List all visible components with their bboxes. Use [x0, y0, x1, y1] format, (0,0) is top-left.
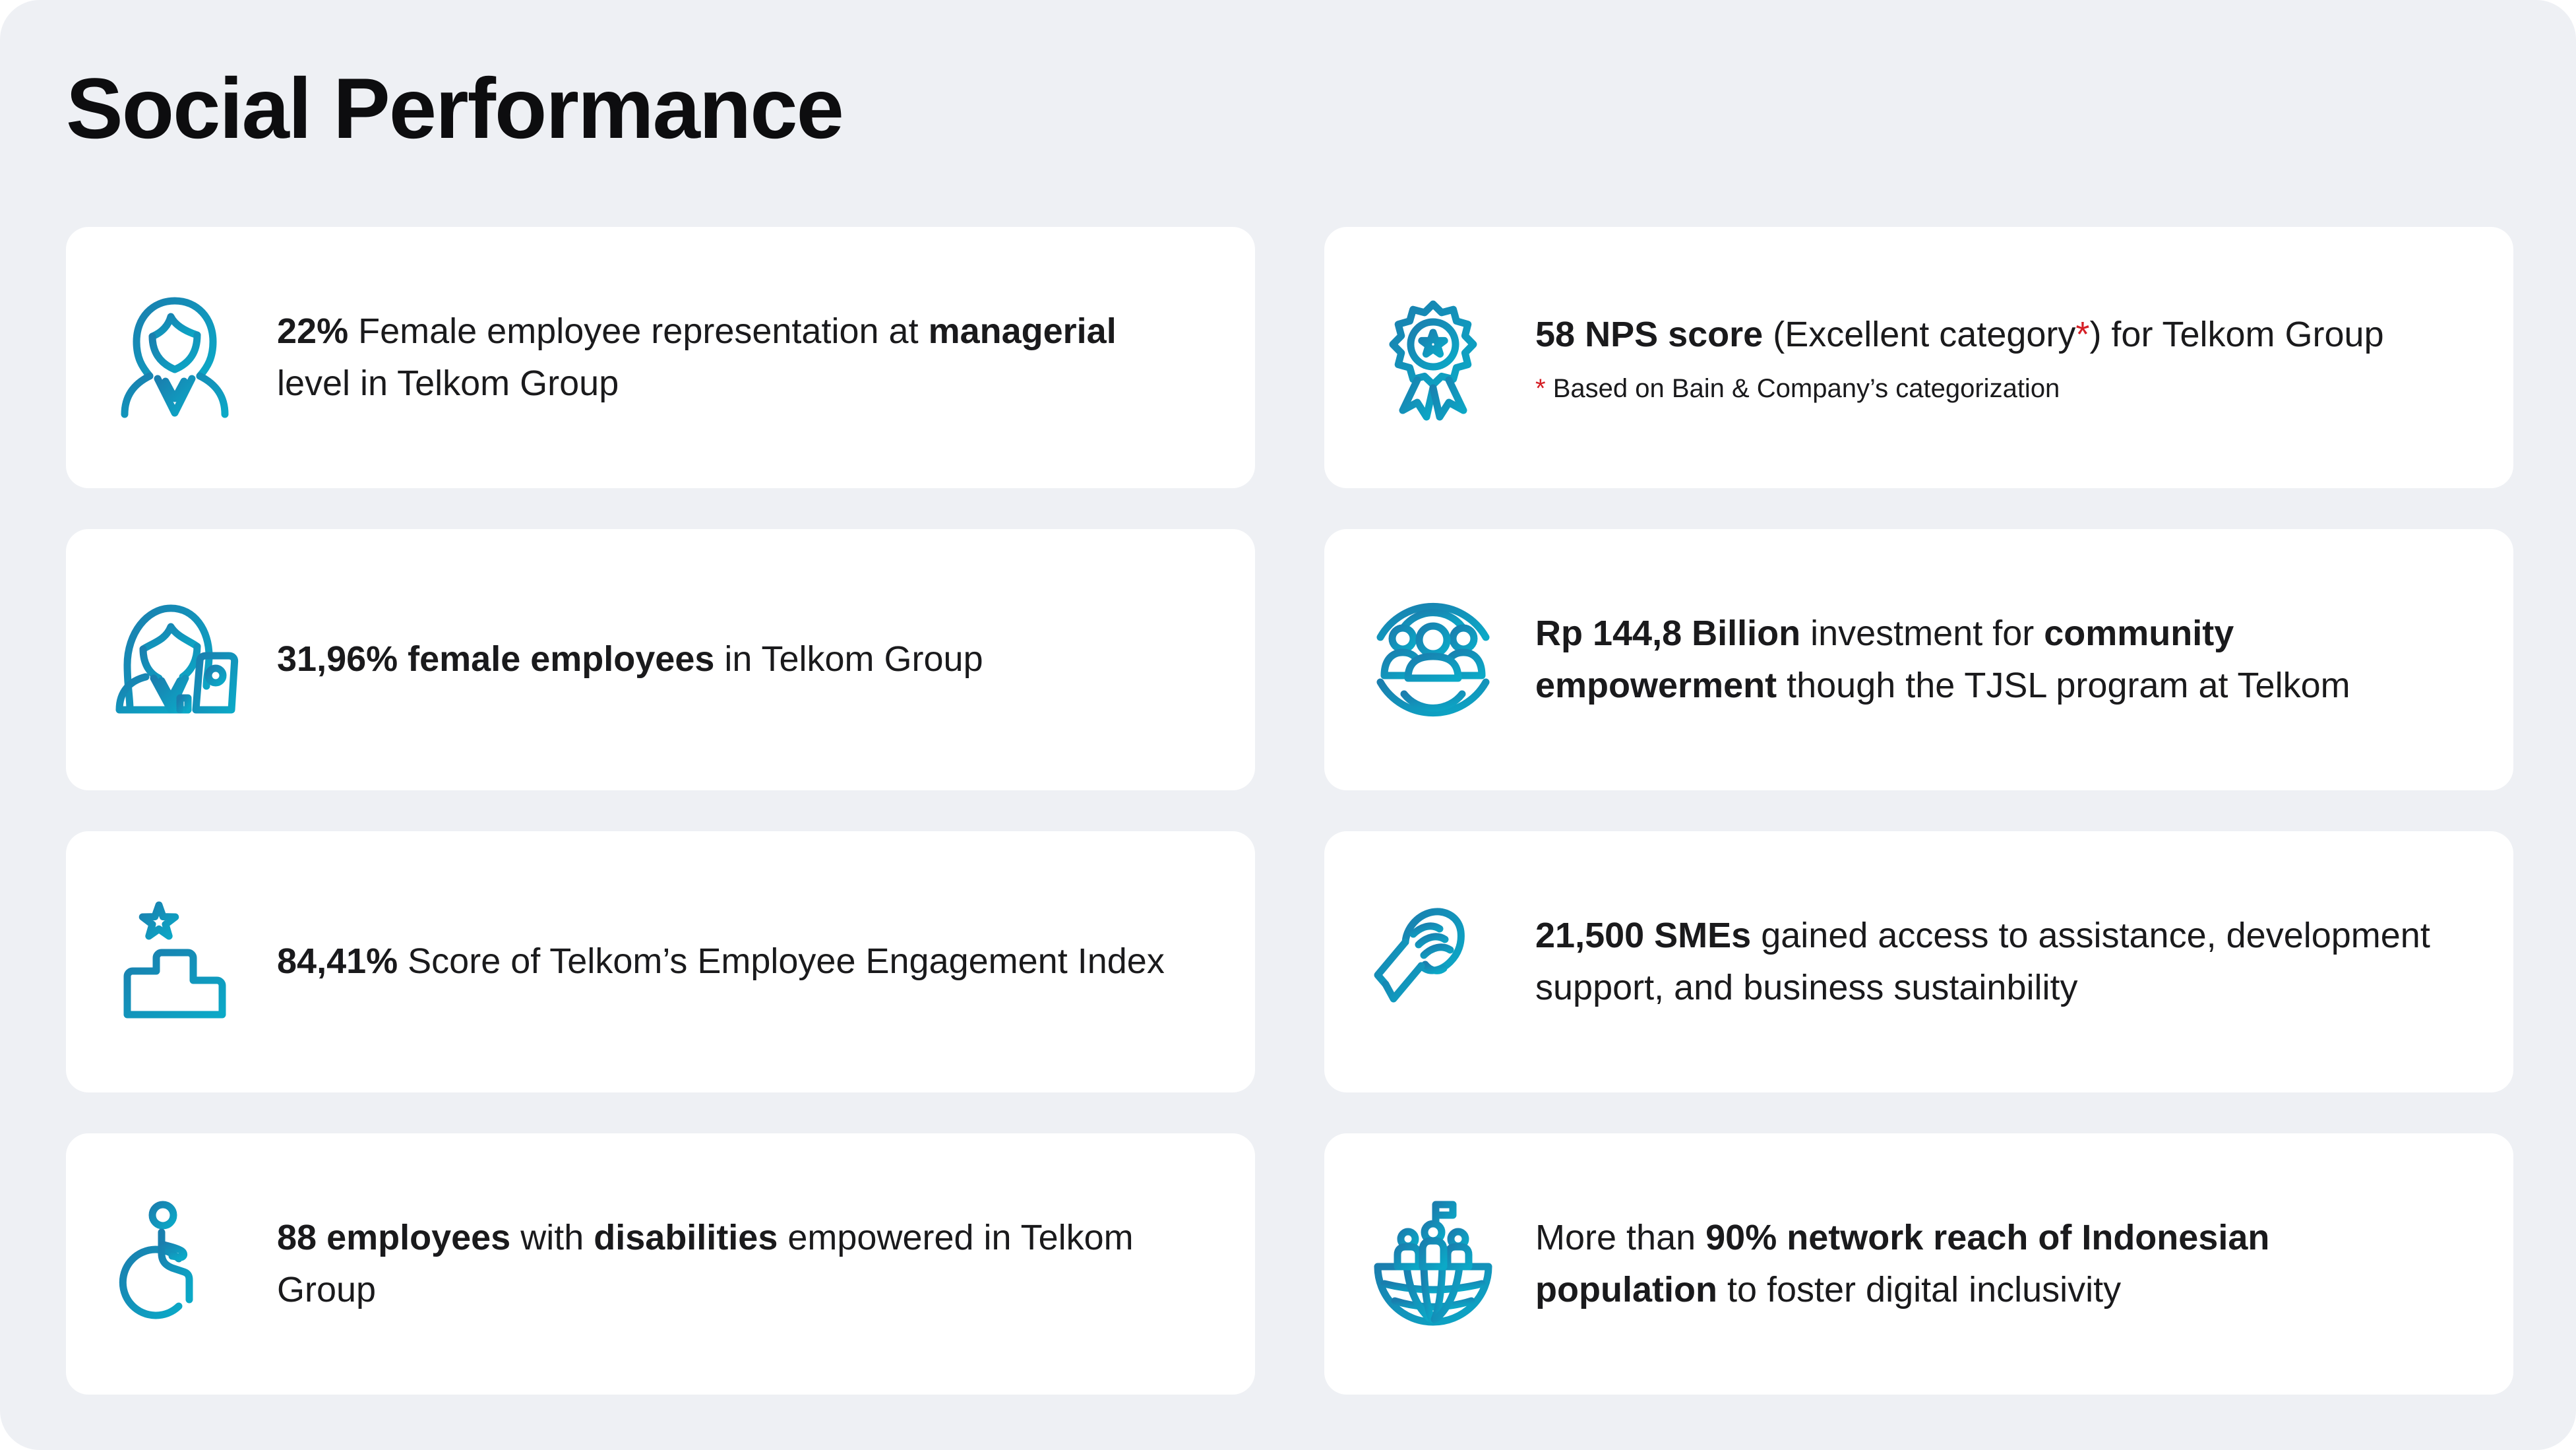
podium-star-icon	[106, 883, 244, 1041]
card-text: 84,41% Score of Telkom’s Employee Engage…	[277, 941, 1165, 982]
card-community-investment: Rp 144,8 Billion investment for communit…	[1324, 528, 2513, 790]
wheelchair-icon	[106, 1185, 244, 1343]
woman-laptop-icon	[106, 581, 244, 739]
card-employees-disabilities: 88 employees with disabilities empowered…	[66, 1133, 1255, 1395]
globe-flag-icon	[1364, 1185, 1502, 1343]
page-title: Social Performance	[66, 60, 844, 156]
card-text: More than 90% network reach of Indonesia…	[1535, 1218, 2270, 1309]
card-main-text: 58 NPS score (Excellent category*) for T…	[1535, 315, 2384, 355]
card-nps-score: 58 NPS score (Excellent category*) for T…	[1324, 226, 2513, 488]
card-text: 58 NPS score (Excellent category*) for T…	[1535, 309, 2454, 405]
card-smes-assistance: 21,500 SMEs gained access to assistance,…	[1324, 831, 2513, 1092]
handshake-icon	[1364, 883, 1502, 1041]
community-people-icon	[1364, 581, 1502, 739]
card-network-reach: More than 90% network reach of Indonesia…	[1324, 1133, 2513, 1395]
card-text: 31,96% female employees in Telkom Group	[277, 639, 983, 679]
card-female-managerial: 22% Female employee representation at ma…	[66, 226, 1255, 488]
metrics-grid: 22% Female employee representation at ma…	[66, 226, 2513, 1395]
card-text: 22% Female employee representation at ma…	[277, 311, 1117, 403]
businesswoman-icon	[106, 278, 244, 437]
card-text: 88 employees with disabilities empowered…	[277, 1218, 1134, 1309]
award-ribbon-icon	[1364, 278, 1502, 437]
card-footnote: * Based on Bain & Company’s categorizati…	[1535, 373, 2060, 403]
card-text: Rp 144,8 Billion investment for communit…	[1535, 614, 2350, 705]
card-text: 21,500 SMEs gained access to assistance,…	[1535, 916, 2430, 1007]
card-engagement-index: 84,41% Score of Telkom’s Employee Engage…	[66, 831, 1255, 1092]
card-female-employees: 31,96% female employees in Telkom Group	[66, 528, 1255, 790]
